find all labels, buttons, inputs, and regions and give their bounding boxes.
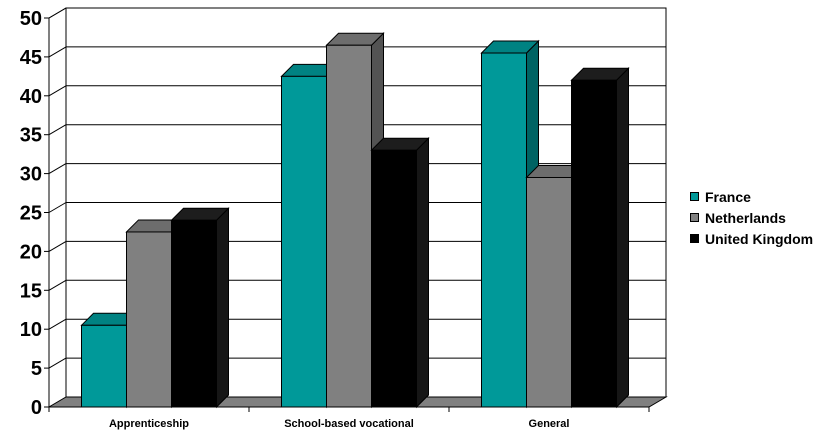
gridline-side: [48, 240, 67, 252]
y-tick-label: 25: [20, 203, 42, 225]
y-tick-label: 15: [20, 280, 42, 302]
bar: [570, 67, 630, 409]
bar-front-face: [281, 75, 327, 408]
bar-front-face: [326, 44, 372, 408]
gridline-side: [48, 85, 67, 97]
y-tick-label: 30: [20, 164, 42, 186]
bar-front-face: [371, 149, 417, 408]
bar-front-face: [171, 219, 217, 408]
y-axis: 0 5 10 15 20 25 30 35 40 45 50: [20, 8, 49, 419]
bar-front-face: [526, 176, 572, 408]
legend-swatch: [690, 213, 699, 222]
chart-legend: France Netherlands United Kingdom: [690, 186, 832, 249]
y-tick-label: 40: [20, 86, 42, 108]
gridline-side: [48, 202, 67, 213]
x-tick-label: School-based vocational: [284, 418, 414, 430]
legend-swatch: [690, 192, 699, 201]
gridline-side: [48, 279, 67, 291]
legend-label: Netherlands: [705, 209, 786, 226]
y-tick-label: 5: [31, 358, 42, 380]
x-tick-label: Apprenticeship: [109, 418, 189, 430]
legend-label: United Kingdom: [705, 230, 814, 247]
legend-item: Netherlands: [690, 207, 832, 228]
x-tick-label: General: [529, 418, 570, 430]
bar: [325, 32, 385, 409]
gridline-side: [48, 163, 67, 175]
y-tick-label: 20: [20, 241, 42, 263]
bar-front-face: [571, 79, 617, 408]
legend-item: United Kingdom: [690, 228, 832, 249]
bar-front-face: [481, 52, 527, 408]
x-axis: Apprenticeship School-based vocational Gen…: [48, 406, 650, 430]
gridline-side: [48, 357, 67, 369]
legend-label: France: [705, 188, 751, 205]
gridline-side: [48, 46, 67, 58]
y-tick-label: 0: [31, 397, 42, 419]
bar-front-face: [126, 231, 172, 408]
bar-front-face: [81, 324, 127, 408]
bar: [170, 207, 230, 409]
gridline-side: [48, 318, 67, 330]
bar-side-face: [416, 137, 429, 409]
bars: [80, 32, 630, 409]
bar-side-face: [616, 67, 629, 409]
gridline-side: [48, 124, 67, 136]
y-tick-label: 35: [20, 125, 42, 147]
gridline-side: [48, 7, 67, 19]
y-tick-label: 10: [20, 319, 42, 341]
bar-side-face: [216, 207, 229, 409]
legend-swatch: [690, 234, 699, 243]
y-tick-label: 45: [20, 47, 42, 69]
bar: [370, 137, 430, 409]
y-tick-label: 50: [20, 8, 42, 30]
legend-item: France: [690, 186, 832, 207]
